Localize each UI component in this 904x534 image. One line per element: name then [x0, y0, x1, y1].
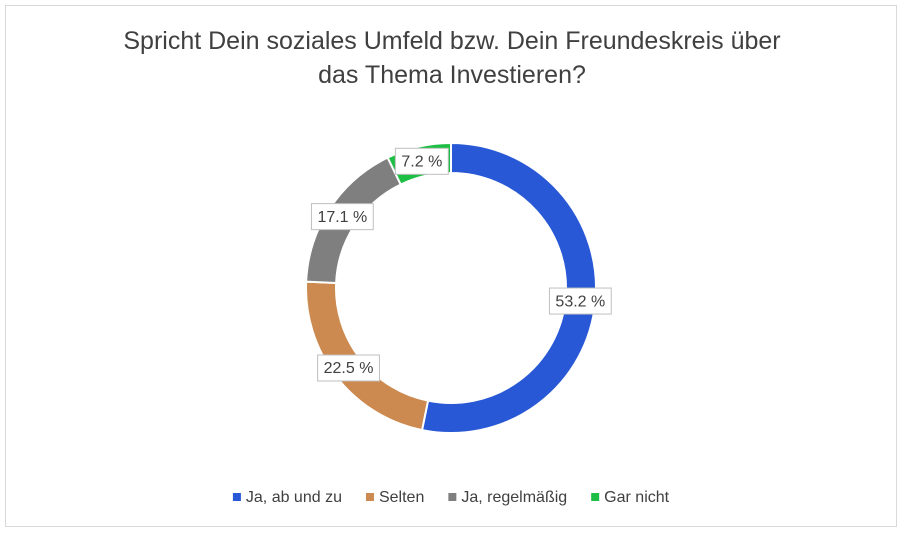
legend-swatch: [365, 493, 374, 501]
data-label: 17.1 %: [317, 209, 367, 226]
legend-swatch: [591, 493, 600, 501]
data-label: 22.5 %: [324, 360, 374, 377]
data-label-box: [310, 203, 374, 231]
data-label-box: [394, 147, 449, 175]
legend-item: Ja, ab und zu: [232, 489, 342, 506]
legend-item: Ja, regelmäßig: [448, 489, 567, 506]
legend-label: Selten: [379, 489, 424, 506]
chart-title: Spricht Dein soziales Umfeld bzw. Dein F…: [123, 27, 781, 89]
legend-item: Selten: [365, 489, 424, 506]
chart-frame: [5, 5, 897, 527]
data-label: 53.2 %: [555, 293, 605, 310]
legend-label: Gar nicht: [604, 489, 669, 506]
legend-swatch: [448, 493, 457, 501]
legend-label: Ja, ab und zu: [246, 489, 342, 506]
legend-label: Ja, regelmäßig: [461, 489, 567, 506]
data-label-box: [548, 287, 612, 315]
legend-item: Gar nicht: [591, 489, 670, 506]
data-label: 7.2 %: [401, 154, 442, 171]
donut-segment: [420, 141, 597, 434]
data-label-box: [317, 354, 380, 382]
legend-swatch: [232, 493, 241, 501]
